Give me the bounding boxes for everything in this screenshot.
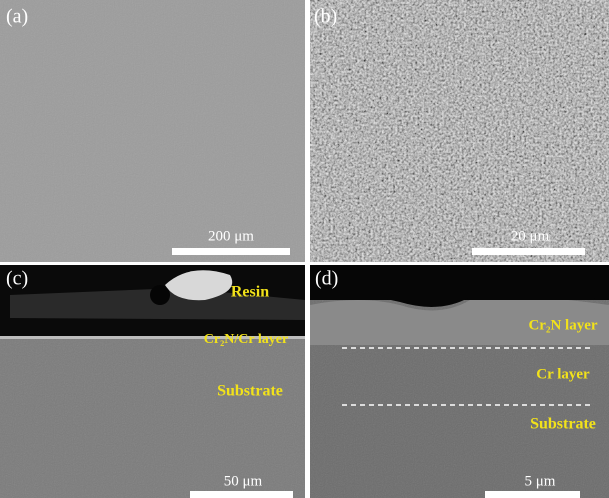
scale-bar-label: 20 μm <box>511 228 550 244</box>
panel-d: (d) Cr₂N layer Cr layer Substrate 5 μm <box>310 265 609 498</box>
scale-bar-label: 50 μm <box>224 473 263 489</box>
scale-bar-label: 5 μm <box>525 473 556 489</box>
figure: (a) 200 μm (b) 20 μm (c) Resin Cr₂N/Cr l… <box>0 0 609 498</box>
annotation: Resin <box>231 284 269 301</box>
panel-label: (b) <box>314 6 337 28</box>
scale-bar <box>472 248 585 255</box>
panel-label: (a) <box>6 6 28 28</box>
panel-label: (d) <box>315 268 338 290</box>
scale-bar <box>190 491 293 498</box>
scale-bar <box>172 248 290 255</box>
panel-label: (c) <box>6 268 28 290</box>
annotation: Cr₂N layer <box>528 317 597 333</box>
annotation: Substrate <box>530 416 596 433</box>
panel-c: (c) Resin Cr₂N/Cr layer Substrate 50 μm <box>0 265 305 498</box>
annotation: Cr layer <box>536 366 590 382</box>
annotation: Cr₂N/Cr layer <box>204 332 288 347</box>
panel-b: (b) 20 μm <box>310 0 609 262</box>
scale-bar <box>485 491 580 498</box>
annotation: Substrate <box>217 383 283 400</box>
scale-bar-label: 200 μm <box>208 228 254 244</box>
panel-a: (a) 200 μm <box>0 0 305 262</box>
